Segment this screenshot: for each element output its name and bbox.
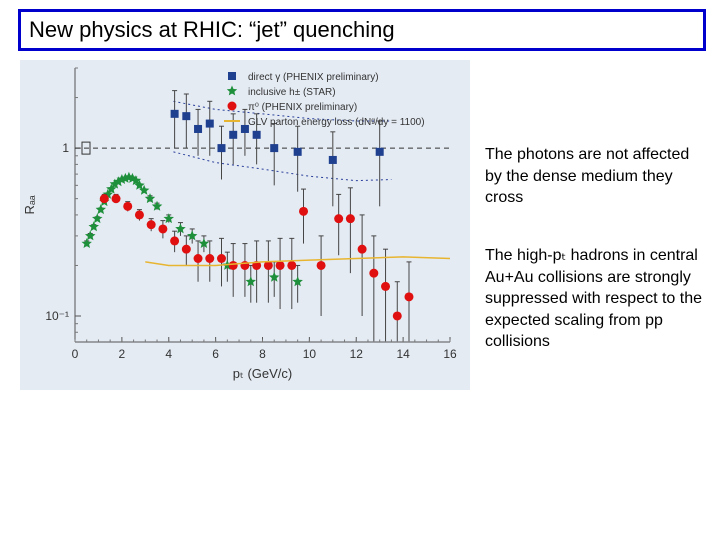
star-hadron-point [187, 230, 198, 241]
star-hadron-point [116, 174, 128, 184]
direct-photon-point [252, 130, 261, 139]
pi0-point [275, 260, 285, 270]
pi0-point [404, 292, 414, 302]
raa-chart: 0 2 4 6 8 10 12 14 16 10⁻¹ 1 pₜ (GeV/c) Rₐₐ direct γ … [22, 67, 457, 381]
chart-panel: 0 2 4 6 8 10 12 14 16 10⁻¹ 1 pₜ (GeV/c) Rₐₐ direct γ … [20, 60, 470, 390]
pi0-point [205, 254, 215, 264]
pi0-point [158, 224, 168, 234]
pi0-point [357, 244, 367, 254]
direct-photon-point [170, 109, 179, 118]
x-tick-label: 14 [396, 347, 410, 361]
y-tick-label: 1 [62, 141, 69, 155]
pi0-point [134, 210, 144, 220]
star-hadron-point [88, 221, 99, 232]
star-hadron-point [81, 238, 92, 248]
legend-marker-square [228, 72, 236, 80]
direct-photon-point [375, 147, 384, 156]
photon-band-upper [173, 100, 392, 122]
x-tick-label: 12 [350, 347, 364, 361]
pi0-point [381, 281, 391, 291]
y-tick-label: 10⁻¹ [45, 309, 69, 323]
legend-marker-circle [227, 101, 237, 111]
slide-title: New physics at RHIC: “jet” quenching [29, 17, 395, 42]
star-hadron-point [198, 238, 210, 248]
photon-note: The photons are not affected by the dens… [485, 146, 690, 206]
pi0-point [216, 254, 226, 264]
legend-label: inclusive h± (STAR) [248, 87, 336, 98]
star-hadron-point [134, 179, 145, 190]
star-hadron-point [102, 188, 113, 199]
glv-theory-curve [145, 256, 451, 267]
pi0-point [334, 214, 344, 224]
photon-band-lower [173, 151, 392, 182]
star-hadron-point [292, 276, 303, 287]
direct-photon-point [217, 144, 226, 153]
direct-photon-point [240, 124, 249, 133]
direct-photon-point [328, 155, 337, 164]
legend-marker-star [226, 85, 238, 96]
pi0-point [228, 260, 238, 270]
star-hadron-point [109, 178, 121, 189]
normalization-uncertainty-box [81, 141, 91, 155]
star-hadron-point [92, 213, 103, 224]
x-tick-label: 16 [443, 347, 457, 361]
pi0-point [299, 206, 309, 216]
star-hadron-point [151, 200, 163, 211]
direct-photon-point [182, 112, 191, 121]
pi0-point [181, 244, 191, 254]
pi0-point [170, 236, 180, 246]
star-hadron-point [95, 204, 106, 215]
x-tick-label: 4 [165, 347, 172, 361]
title-box: New physics at RHIC: “jet” quenching [18, 9, 706, 51]
direct-photon-point [293, 147, 302, 156]
star-hadron-point [120, 172, 131, 183]
x-axis-label: pₜ (GeV/c) [233, 366, 292, 381]
pi0-point [193, 254, 203, 264]
x-tick-label: 10 [303, 347, 317, 361]
legend-label: GLV parton energy loss (dNᵍ/dy = 1100) [248, 117, 425, 128]
star-hadron-point [106, 183, 117, 194]
pi0-point [111, 194, 121, 204]
y-axis-label: Rₐₐ [22, 195, 37, 214]
pi0-point [392, 311, 402, 321]
x-tick-label: 6 [212, 347, 219, 361]
star-hadron-point [113, 176, 124, 187]
pi0-point [263, 260, 273, 270]
x-tick-label: 8 [259, 347, 266, 361]
star-hadron-point [163, 213, 174, 224]
hadron-suppression-note: The high-pₜ hadrons in central Au+Au col… [485, 247, 703, 350]
pi0-point [99, 194, 109, 204]
star-hadron-point [138, 184, 150, 195]
x-tick-label: 2 [119, 347, 126, 361]
pi0-point [316, 260, 326, 270]
x-tick-label: 0 [72, 347, 79, 361]
pi0-point [369, 268, 379, 278]
pi0-point [146, 220, 156, 230]
star-hadron-point [144, 193, 156, 204]
star-hadron-point [269, 271, 280, 282]
pi0-point [345, 214, 355, 224]
legend-label: direct γ (PHENIX preliminary) [248, 72, 379, 83]
direct-photon-point [270, 144, 279, 153]
direct-photon-point [194, 124, 203, 133]
direct-photon-point [205, 119, 214, 128]
pi0-point [287, 260, 297, 270]
star-hadron-point [85, 230, 96, 241]
star-hadron-point [245, 276, 256, 287]
star-hadron-point [175, 223, 186, 234]
pi0-point [123, 201, 133, 211]
legend-label: π⁰ (PHENIX preliminary) [248, 102, 357, 113]
direct-photon-point [229, 130, 238, 139]
